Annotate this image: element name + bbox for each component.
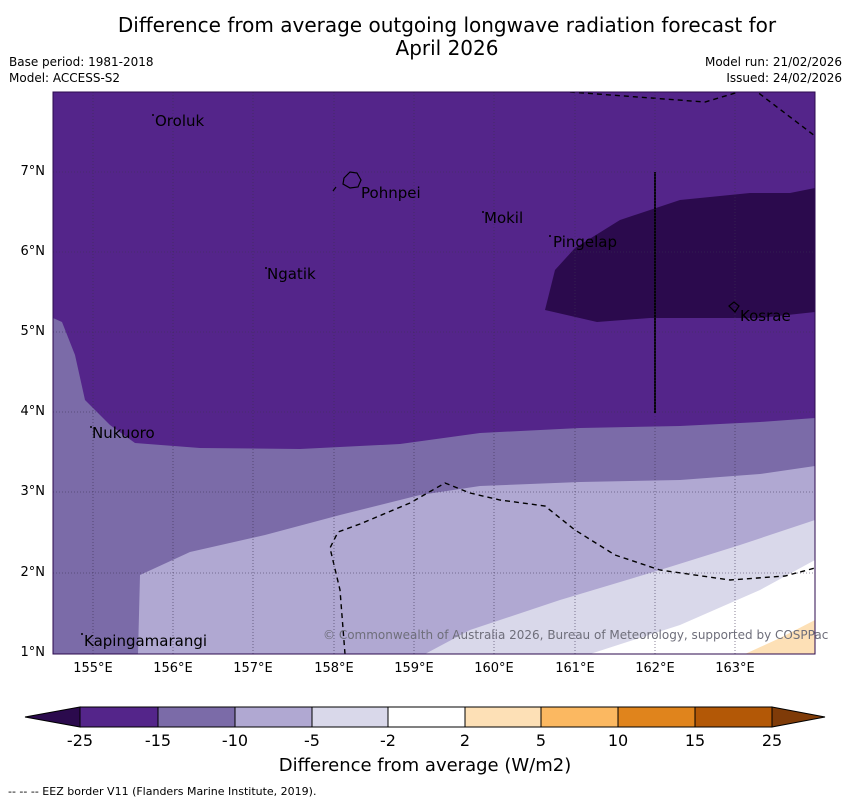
colorbar-tick-label: -5 xyxy=(304,731,320,750)
colorbar-swatch xyxy=(617,706,696,728)
colorbar-tick-label: -10 xyxy=(221,731,249,750)
colorbar-swatch xyxy=(79,706,159,728)
place-label-ngatik: Ngatik xyxy=(267,265,316,283)
colorbar-tick-label: 25 xyxy=(761,731,783,750)
place-label-mokil: Mokil xyxy=(484,209,524,227)
map-gridlines xyxy=(53,92,815,654)
lon-label: 162°E xyxy=(635,661,675,676)
place-label-kapingamarangi: Kapingamarangi xyxy=(84,632,208,650)
colorbar-tick-label: -25 xyxy=(66,731,94,750)
colorbar-title: Difference from average (W/m2) xyxy=(278,755,572,776)
colorbar-extend-low xyxy=(24,706,81,728)
eez-border-south xyxy=(329,482,815,654)
title-line-2: April 2026 xyxy=(395,36,499,60)
colorbar-swatch xyxy=(540,706,619,728)
colorbar-tick-label: 10 xyxy=(607,731,629,750)
lon-label: 156°E xyxy=(153,661,193,676)
place-label-nukuoro: Nukuoro xyxy=(92,424,155,442)
lat-label: 1°N xyxy=(20,645,46,660)
lon-label: 159°E xyxy=(394,661,434,676)
lon-label: 155°E xyxy=(73,661,113,676)
place-label-pohnpei: Pohnpei xyxy=(361,184,421,202)
zone-minus25 xyxy=(545,188,815,322)
lon-label: 163°E xyxy=(715,661,755,676)
lat-label: 4°N xyxy=(20,404,46,419)
eez-footnote: -- -- -- EEZ border V11 (Flanders Marine… xyxy=(8,785,317,798)
lat-label: 2°N xyxy=(20,565,46,580)
colorbar-swatch xyxy=(311,706,389,728)
copyright-notice: © Commonwealth of Australia 2026, Bureau… xyxy=(323,628,829,642)
issued-date: Issued: 24/02/2026 xyxy=(726,71,842,85)
base-period: Base period: 1981-2018 xyxy=(9,55,154,69)
colorbar-tick-label: 15 xyxy=(684,731,706,750)
colorbar-swatch xyxy=(694,706,773,728)
island-markers xyxy=(81,114,551,635)
colorbar-swatch xyxy=(234,706,313,728)
map-title: Difference from average outgoing longwav… xyxy=(0,14,850,60)
place-label-pingelap: Pingelap xyxy=(553,233,618,251)
kosrae-island-outline xyxy=(728,301,740,313)
place-label-kosrae: Kosrae xyxy=(740,307,791,325)
colorbar-swatch xyxy=(464,706,542,728)
model-run: Model run: 21/02/2026 xyxy=(704,55,842,69)
lat-label: 3°N xyxy=(20,484,46,499)
colorbar-extend-high xyxy=(771,706,826,728)
colorbar-tick-label: -2 xyxy=(380,731,396,750)
lat-label: 5°N xyxy=(20,324,46,339)
lon-label: 158°E xyxy=(314,661,354,676)
title-line-1: Difference from average outgoing longwav… xyxy=(117,13,777,37)
colorbar-swatch xyxy=(387,706,466,728)
colorbar-tick-label: -15 xyxy=(144,731,172,750)
colorbar-tick-label: 2 xyxy=(459,731,471,750)
model-name: Model: ACCESS-S2 xyxy=(9,71,121,85)
pohnpei-island-outline xyxy=(332,171,362,192)
meta-right: Model run: 21/02/2026 Issued: 24/02/2026 xyxy=(705,54,842,86)
zone-plus2 xyxy=(590,560,815,654)
lat-label: 6°N xyxy=(20,244,46,259)
colorbar-swatch xyxy=(157,706,236,728)
lat-label: 7°N xyxy=(20,164,46,179)
colorbar-tick-label: 5 xyxy=(535,731,547,750)
colorbar-svg xyxy=(24,706,826,728)
map-frame xyxy=(52,91,816,655)
zone-plus5 xyxy=(745,620,815,654)
meta-left: Base period: 1981-2018 Model: ACCESS-S2 xyxy=(9,54,154,86)
lon-label: 161°E xyxy=(555,661,595,676)
lon-label: 160°E xyxy=(474,661,514,676)
place-label-oroluk: Oroluk xyxy=(155,112,205,130)
eez-border-top xyxy=(569,92,815,137)
lon-label: 157°E xyxy=(233,661,273,676)
